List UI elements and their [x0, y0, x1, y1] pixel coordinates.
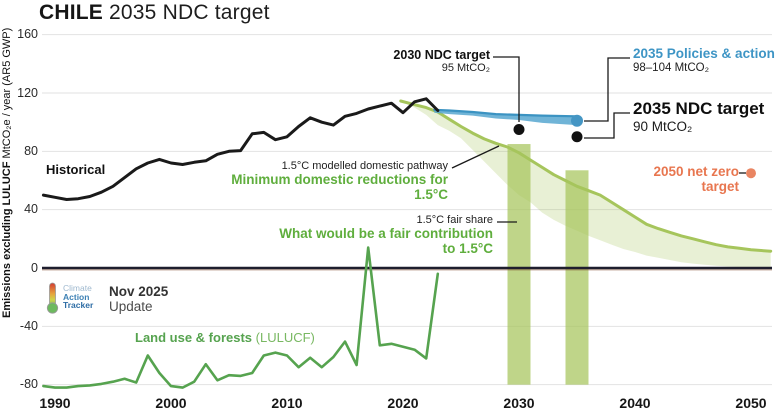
x-tick-label-2040: 2040	[619, 395, 651, 411]
domestic-pathway-label: 1.5°C modelled domestic pathway	[281, 160, 448, 172]
page-title: CHILE 2035 NDC target	[39, 1, 270, 25]
domestic-pathway-annotation: 1.5°C modelled domestic pathway Minimum …	[228, 160, 448, 202]
fair-share-label: 1.5°C fair share	[416, 214, 493, 226]
leader-ndc-2035	[584, 112, 630, 139]
policies-action-2035-title: 2035 Policies & action	[633, 46, 775, 61]
policies-action-2035-value: 98–104 MtCO₂	[633, 62, 710, 74]
lulucf-line	[42, 246, 440, 389]
x-tick-label-2020: 2020	[387, 395, 419, 411]
x-tick-label-1990: 1990	[39, 395, 71, 411]
ndc-2030-value: 95 MtCO₂	[441, 62, 490, 74]
cat-logo-words: Climate Action Tracker	[63, 284, 93, 310]
x-tick-label-2030: 2030	[503, 395, 535, 411]
page-title-rest: 2035 NDC target	[103, 1, 270, 24]
update-block: Nov 2025 Update	[109, 284, 168, 314]
x-tick-label-2000: 2000	[155, 395, 187, 411]
leader-domestic	[451, 145, 500, 169]
y-tick-label--80: -80	[19, 377, 38, 392]
x-tick-label-2050: 2050	[735, 395, 767, 411]
ndc-2035-title: 2035 NDC target	[633, 99, 765, 118]
policies-action-band	[434, 109, 577, 126]
leader-pa-2035	[584, 57, 630, 122]
marker-2030-ndc-target	[513, 123, 525, 135]
ndc-2030-annotation: 2030 NDC target 95 MtCO₂	[393, 48, 490, 75]
marker-2050-net-zero-target	[746, 168, 756, 179]
lulucf-label: Land use & forests (LULUCF)	[135, 330, 315, 345]
historical-label: Historical	[46, 162, 106, 177]
y-tick-label-0: 0	[31, 260, 38, 275]
y-tick-label-120: 120	[17, 85, 38, 100]
marker-2035-policies-action	[571, 114, 583, 127]
y-tick-label--40: -40	[19, 318, 38, 333]
y-tick-label-80: 80	[24, 143, 38, 158]
leader-ndc-2030	[493, 56, 520, 122]
historical-line	[41, 97, 440, 201]
policies-action-line	[433, 108, 579, 118]
domestic-pathway-emphasis: Minimum domestic reductions for 1.5°C	[231, 172, 448, 202]
y-tick-label-40: 40	[24, 202, 38, 217]
page-title-country: CHILE	[39, 1, 103, 24]
fair-share-annotation: 1.5°C fair share What would be a fair co…	[263, 214, 493, 256]
fair-share-emphasis: What would be a fair contribution to 1.5…	[279, 226, 493, 256]
fair-share-bar-2035	[565, 170, 589, 385]
marker-2035-ndc-target	[571, 131, 583, 143]
cat-logo: Climate Action Tracker Nov 2025 Update	[46, 282, 168, 319]
update-date: Nov 2025	[109, 284, 169, 299]
fair-share-bar-2030	[507, 144, 531, 385]
policies-action-2035-annotation: 2035 Policies & action 98–104 MtCO₂	[633, 46, 775, 75]
domestic-pathway-line	[399, 99, 773, 253]
logo-word-climate: Climate	[63, 283, 92, 293]
logo-word-tracker: Tracker	[63, 300, 94, 310]
net-zero-target-label: 2050 net zero target	[653, 164, 739, 194]
y-tick-label-160: 160	[17, 27, 38, 42]
thermometer-icon	[46, 282, 59, 314]
x-tick-label-2010: 2010	[271, 395, 303, 411]
logo-word-action: Action	[63, 291, 90, 302]
ndc-2030-title: 2030 NDC target	[393, 48, 490, 62]
update-word: Update	[109, 299, 153, 314]
ndc-2035-value: 90 MtCO₂	[633, 119, 693, 134]
ndc-2035-annotation: 2035 NDC target 90 MtCO₂	[633, 99, 764, 135]
